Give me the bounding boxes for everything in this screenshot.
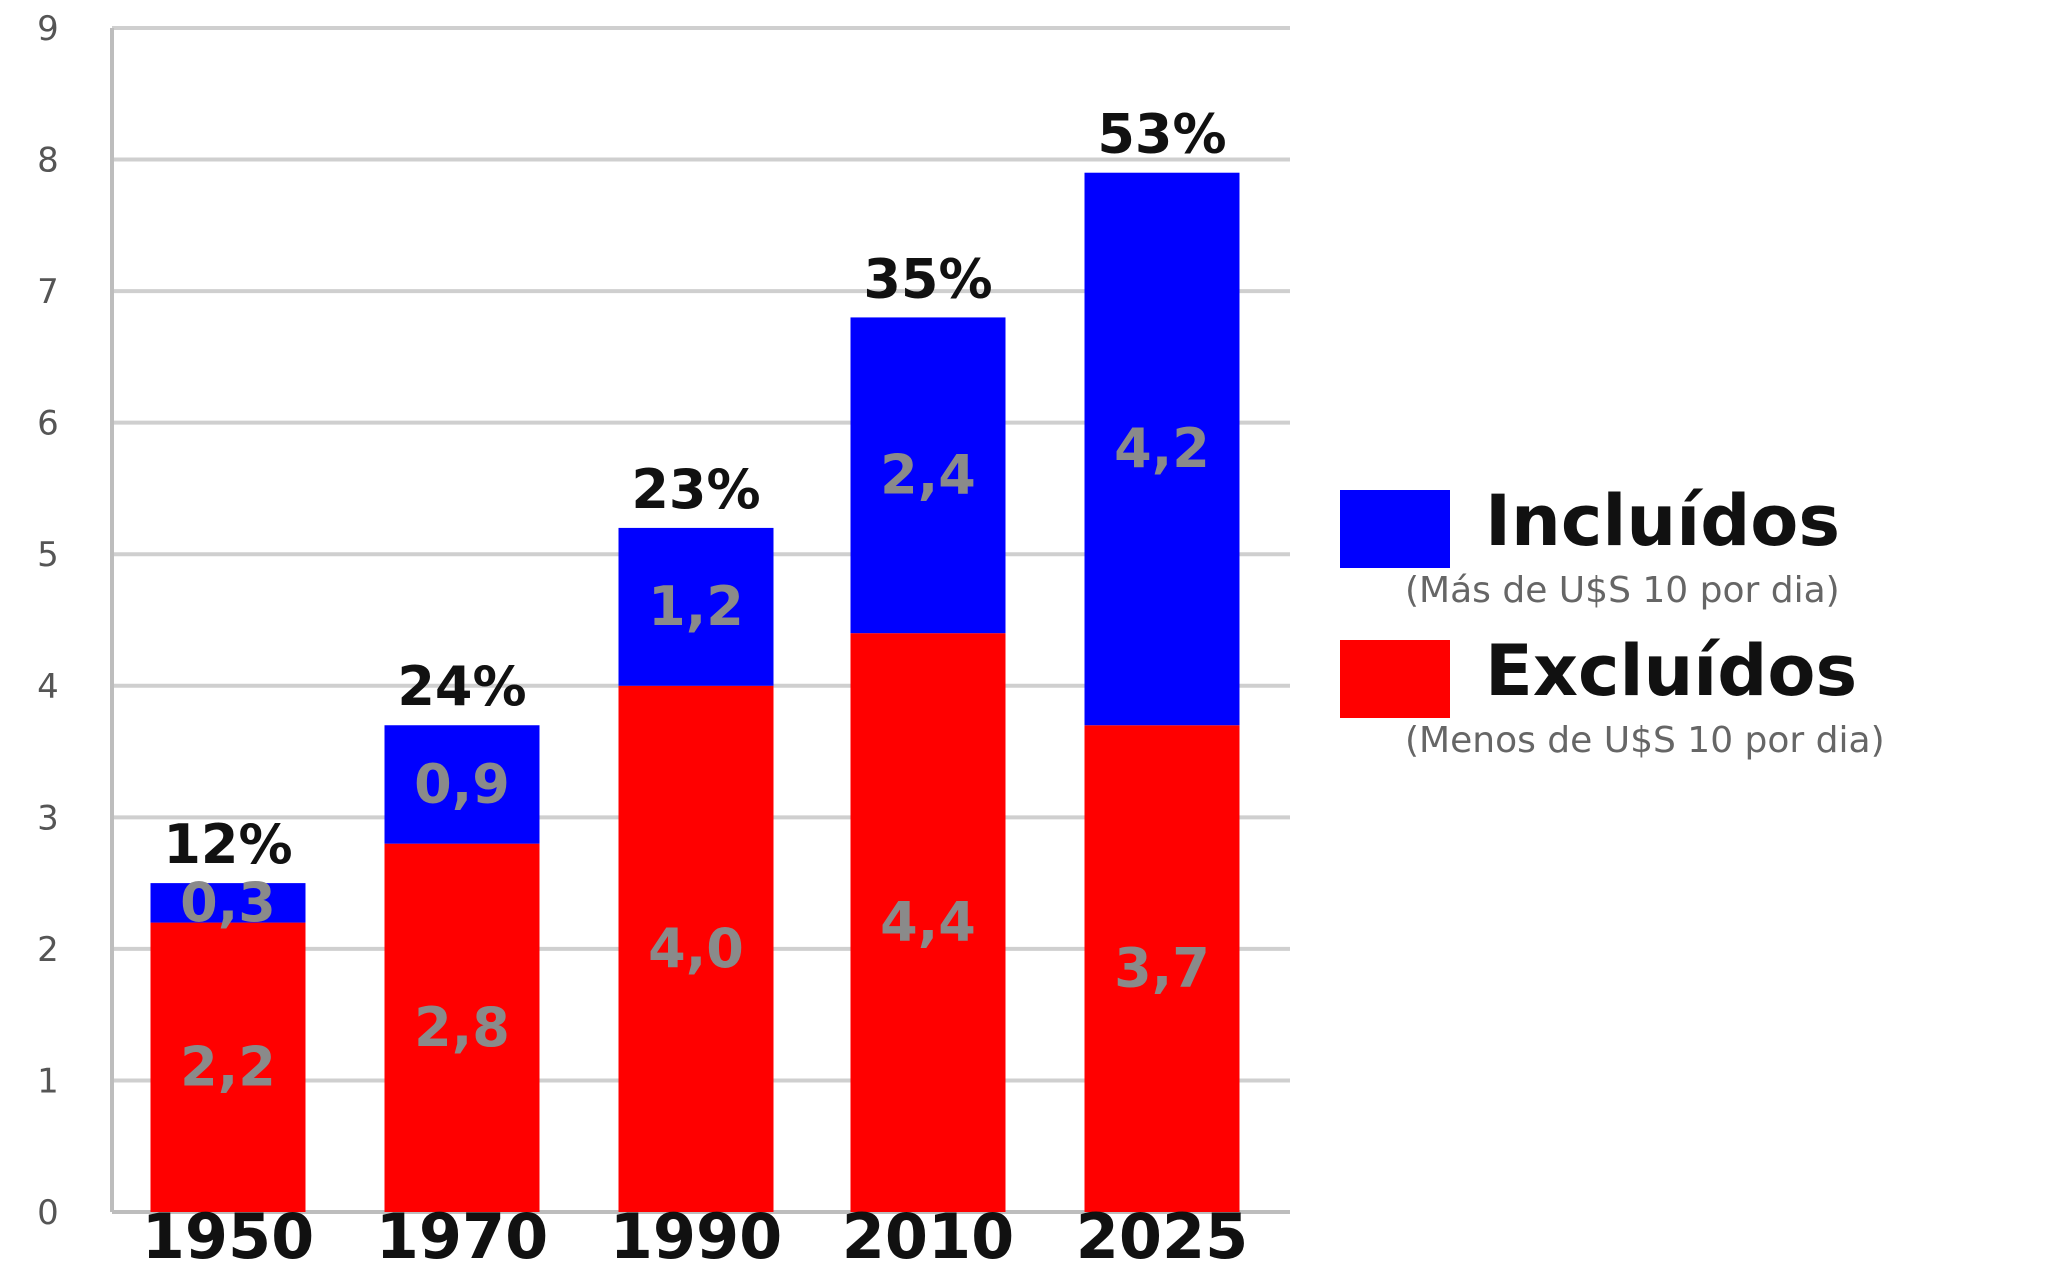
legend-note-incluidos: (Más de U$S 10 por dia) <box>1405 570 1840 611</box>
data-label: 2,2 <box>180 1035 276 1098</box>
bar-segment-incluidos <box>618 527 774 686</box>
bar-segment-excluidos <box>850 633 1006 1212</box>
data-label: 4,0 <box>648 917 744 980</box>
legend-label-excluidos: Excluídos <box>1485 630 1858 712</box>
percent-label: 53% <box>1097 103 1226 166</box>
y-tick-label: 3 <box>37 798 59 838</box>
data-label: 2,4 <box>880 443 976 506</box>
data-label: 1,2 <box>648 575 744 638</box>
y-tick-label: 8 <box>37 141 59 181</box>
legend-note-excluidos: (Menos de U$S 10 por dia) <box>1405 720 1885 761</box>
data-label: 4,4 <box>880 891 976 954</box>
percent-label: 24% <box>397 655 526 718</box>
percent-label: 35% <box>863 247 992 310</box>
y-tick-label: 0 <box>37 1193 59 1233</box>
bar-segment-incluidos <box>1084 172 1240 726</box>
legend: Incluídos (Más de U$S 10 por dia) Excluí… <box>1340 480 2060 780</box>
x-tick-label: 1970 <box>376 1200 549 1266</box>
x-tick-label: 2025 <box>1076 1200 1249 1266</box>
y-tick-label: 1 <box>37 1061 59 1101</box>
legend-item-excluidos: Excluídos (Menos de U$S 10 por dia) <box>1340 630 2060 780</box>
legend-swatch-incluidos <box>1340 490 1450 568</box>
bar-segment-incluidos <box>850 317 1006 634</box>
y-tick-label: 2 <box>37 930 59 970</box>
legend-item-incluidos: Incluídos (Más de U$S 10 por dia) <box>1340 480 2060 630</box>
y-tick-label: 5 <box>37 535 59 575</box>
x-tick-label: 2010 <box>842 1200 1015 1266</box>
y-tick-label: 6 <box>37 404 59 444</box>
data-label: 4,2 <box>1114 417 1210 480</box>
data-label: 2,8 <box>414 996 510 1059</box>
data-label: 0,9 <box>414 752 510 815</box>
x-tick-label: 1990 <box>610 1200 783 1266</box>
x-tick-label: 1950 <box>142 1200 315 1266</box>
percent-label: 23% <box>631 458 760 521</box>
y-tick-label: 9 <box>37 9 59 49</box>
legend-label-incluidos: Incluídos <box>1485 480 1841 562</box>
data-label: 3,7 <box>1114 937 1210 1000</box>
y-tick-label: 4 <box>37 667 59 707</box>
bar-segment-incluidos <box>384 725 540 844</box>
bar-segment-excluidos <box>618 685 774 1212</box>
bar-segment-excluidos <box>150 922 306 1212</box>
percent-label: 12% <box>163 813 292 876</box>
y-tick-label: 7 <box>37 272 59 312</box>
bar-segment-incluidos <box>150 883 306 923</box>
bar-segment-excluidos <box>1084 725 1240 1212</box>
legend-swatch-excluidos <box>1340 640 1450 718</box>
data-label: 0,3 <box>180 871 276 934</box>
bar-segment-excluidos <box>384 843 540 1212</box>
